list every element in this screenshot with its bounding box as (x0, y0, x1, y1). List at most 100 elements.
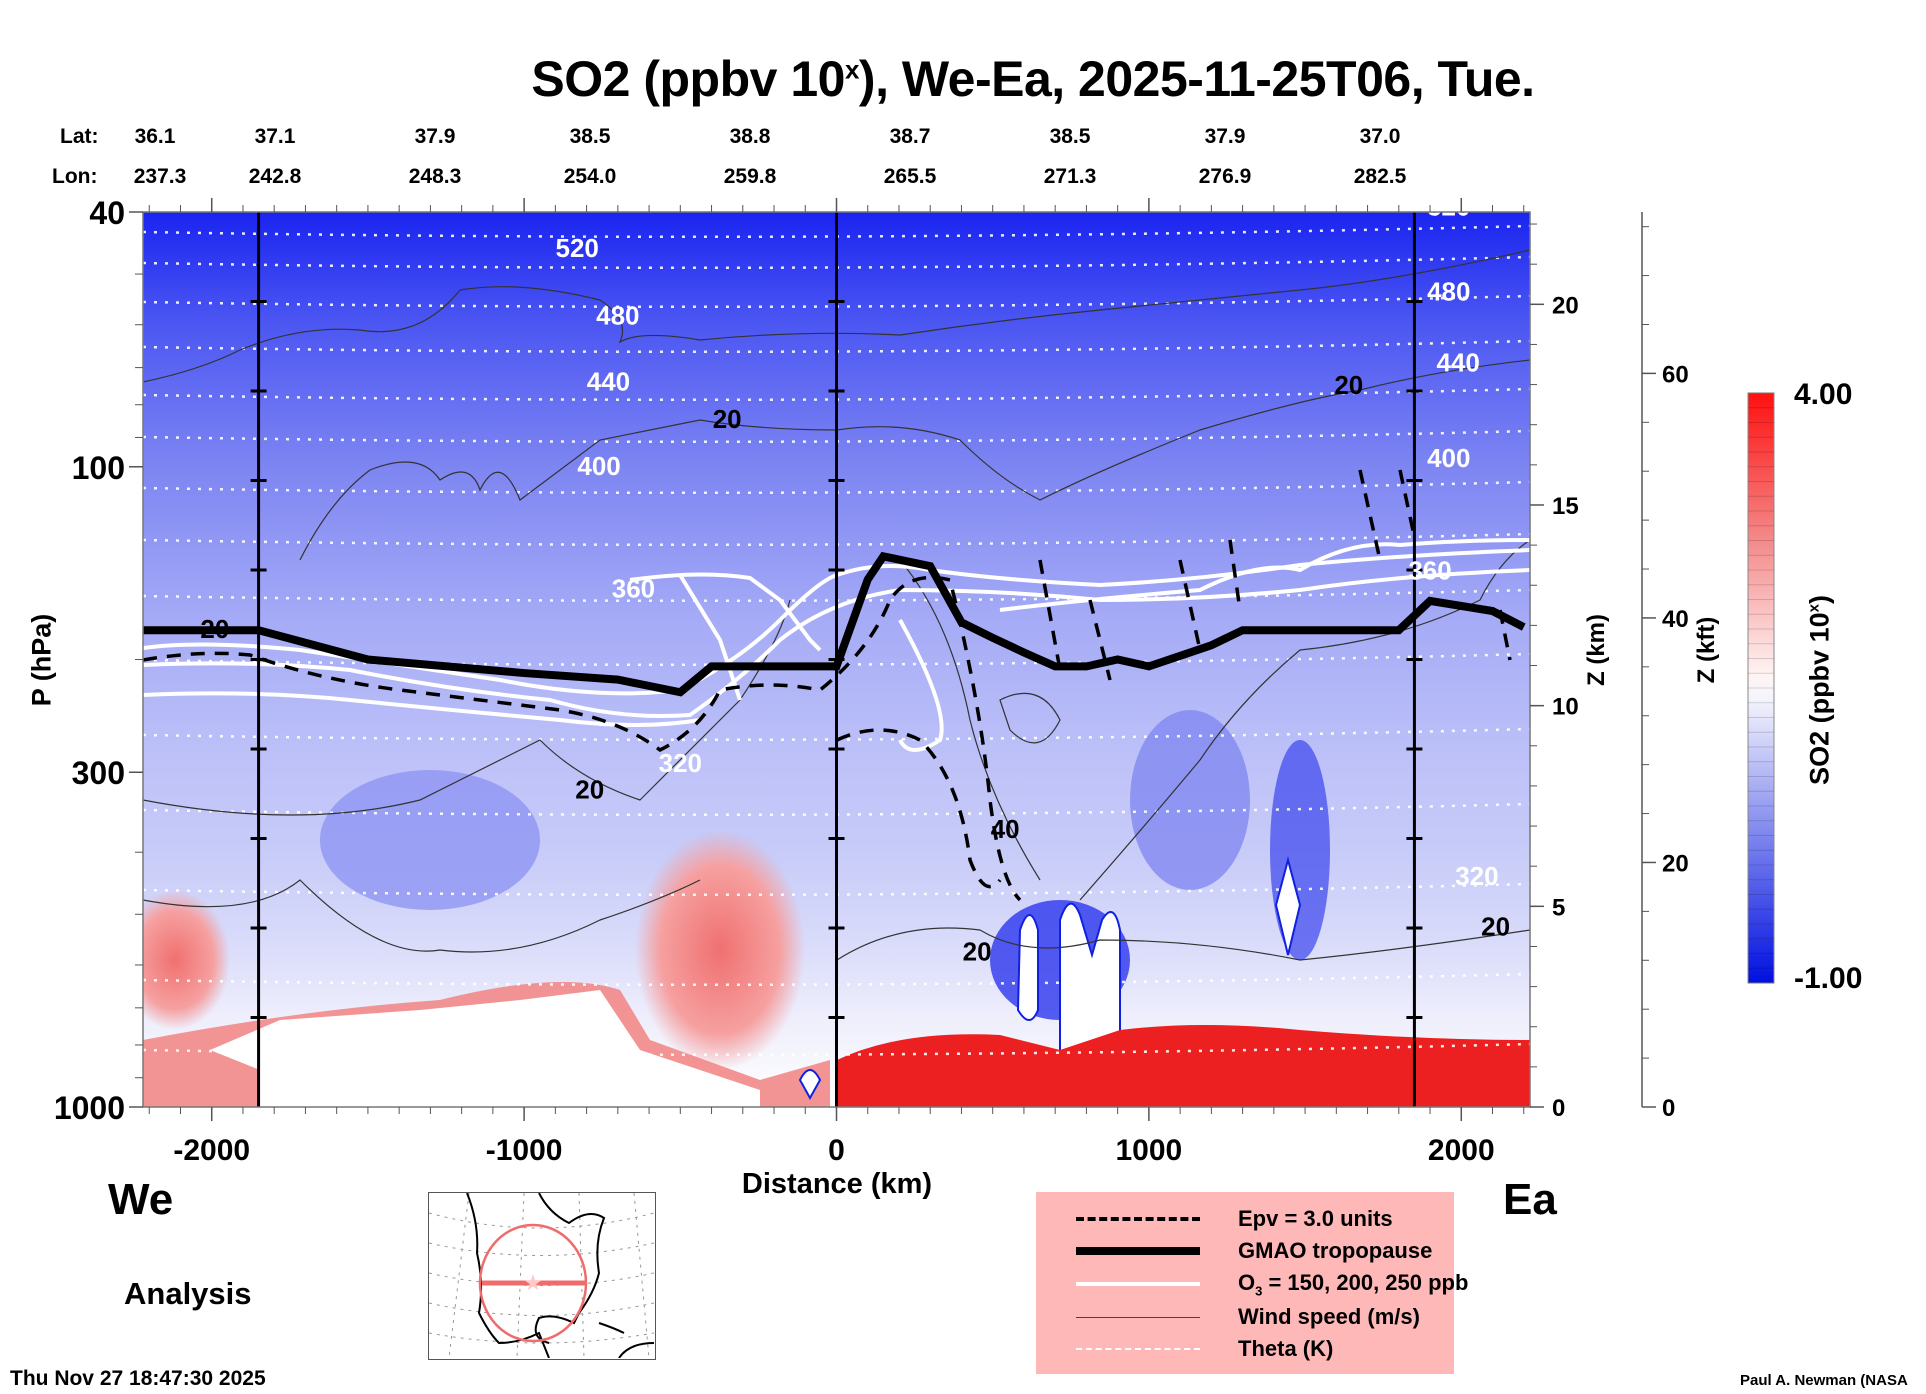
theta-label: 320 (659, 748, 702, 778)
wind-label: 20 (575, 775, 604, 805)
y2-tick-label: 15 (1552, 493, 1579, 520)
x-tick-label: -2000 (173, 1134, 250, 1167)
so2-low-region (1270, 740, 1330, 960)
ozone-contour (678, 573, 742, 701)
legend-item-ozone: O3 = 150, 200, 250 ppb (1076, 1269, 1468, 1299)
colorbar-ticks (1748, 392, 1774, 984)
theta-label: 360 (1408, 556, 1451, 586)
y3-tick-label: 40 (1662, 606, 1689, 633)
lat-value: 38.5 (569, 125, 611, 148)
so2-low-region (1130, 710, 1250, 890)
theta-label: 400 (577, 451, 620, 481)
so2-high-region (635, 830, 805, 1070)
west-label: We (108, 1175, 174, 1224)
lon-value: 271.3 (1043, 165, 1097, 188)
lat-value: 37.1 (254, 125, 296, 148)
epv-contours (143, 469, 1512, 902)
ozone-contour (143, 568, 1530, 718)
colorbar (1747, 392, 1775, 984)
wind-contour (999, 692, 1061, 744)
lon-value: 254.0 (563, 165, 617, 188)
epv-contour (1038, 469, 1512, 681)
x-tick-label: 2000 (1428, 1134, 1495, 1167)
analysis-label: Analysis (124, 1276, 252, 1311)
lon-value: 242.8 (248, 165, 302, 188)
legend-item-tropopause: GMAO tropopause (1076, 1236, 1432, 1266)
lat-value: 37.9 (414, 125, 456, 148)
ozone-contour (898, 619, 944, 752)
lon-value: 276.9 (1198, 165, 1252, 188)
legend-swatch-dashed (1076, 1217, 1200, 1221)
y-tick-label: 100 (72, 450, 125, 486)
theta-label: 520 (1427, 191, 1470, 221)
lon-value: 265.5 (883, 165, 937, 188)
legend-swatch-thick (1076, 1247, 1200, 1255)
legend: Epv = 3.0 units GMAO tropopause O3 = 150… (1036, 1192, 1468, 1374)
ozone-contour (629, 572, 822, 652)
lon-value: 248.3 (408, 165, 462, 188)
theta-label: 480 (1427, 277, 1470, 307)
so2-low-region (320, 770, 540, 910)
x-tick-label: 1000 (1116, 1134, 1183, 1167)
so2-missing-region (798, 1069, 822, 1101)
wind-label: 20 (1481, 912, 1510, 942)
lat-row-label: Lat: (60, 125, 99, 148)
wind-label: 20 (200, 614, 229, 644)
east-label: Ea (1503, 1175, 1557, 1224)
theta-label: 520 (556, 233, 599, 263)
y3-tick-label: 20 (1662, 850, 1689, 877)
map-coastlines (466, 1192, 655, 1359)
x-tick-label: -1000 (486, 1134, 563, 1167)
lat-value: 38.7 (889, 125, 931, 148)
legend-item-wind: Wind speed (m/s) (1076, 1302, 1420, 1332)
lat-value: 37.0 (1359, 125, 1401, 148)
wind-label: 20 (1334, 370, 1363, 400)
y2-tick-label: 5 (1552, 894, 1565, 921)
theta-label: 360 (612, 573, 655, 603)
y3-tick-label: 0 (1662, 1095, 1675, 1122)
terrain-mask (210, 990, 760, 1107)
lon-value: 237.3 (133, 165, 187, 188)
wind-contour (299, 359, 1530, 561)
wind-label: 20 (713, 404, 742, 434)
wind-label: 20 (963, 936, 992, 966)
colorbar-title: SO2 (ppbv 10x) (1804, 595, 1835, 785)
lon-row-label: Lon: (52, 165, 98, 188)
theta-label: 320 (1455, 861, 1498, 891)
so2-high-region (143, 890, 230, 1030)
colorbar-max-label: 4.00 (1794, 378, 1853, 411)
tropopause-line (143, 551, 1526, 697)
timestamp: Thu Nov 27 18:47:30 2025 (10, 1367, 266, 1390)
chart-title: SO2 (ppbv 10x), We-Ea, 2025-11-25T06, Tu… (531, 51, 1535, 107)
epv-contour (836, 728, 1002, 889)
axes: -2000 -1000 0 1000 2000 40 100 300 1000 0 5 10 15 20 0… (54, 195, 1689, 1167)
lat-value: 36.1 (134, 125, 176, 148)
lat-value: 37.9 (1204, 125, 1246, 148)
credit: Paul A. Newman (NASA (1740, 1372, 1908, 1389)
theta-label: 400 (1427, 443, 1470, 473)
legend-item-epv: Epv = 3.0 units (1076, 1204, 1393, 1234)
y-tick-label: 40 (89, 195, 125, 231)
legend-item-theta: Theta (K) (1076, 1334, 1333, 1364)
y3-axis-label: Z (kft) (1693, 616, 1720, 684)
ozone-contour (143, 691, 701, 727)
so2-missing-region (1016, 914, 1039, 1021)
legend-swatch-thin (1076, 1316, 1200, 1318)
colorbar-min-label: -1.00 (1794, 962, 1863, 995)
x-tick-label: 0 (828, 1134, 845, 1167)
legend-swatch-white (1076, 1282, 1200, 1286)
map-svg: ★ (428, 1192, 655, 1359)
y2-tick-label: 20 (1552, 292, 1579, 319)
y2-axis-label: Z (km) (1583, 614, 1610, 686)
wind-contour (143, 249, 1530, 383)
lon-value: 259.8 (723, 165, 777, 188)
lat-value: 38.8 (729, 125, 771, 148)
y2-tick-label: 0 (1552, 1095, 1565, 1122)
x-axis-label: Distance (km) (741, 1168, 933, 1200)
wind-label: 40 (991, 814, 1020, 844)
theta-label: 480 (596, 301, 639, 331)
wind-contour (836, 927, 1530, 961)
contour-labels: 520 480 440 400 360 320 520 480 440 400 360 320 20 20… (200, 191, 1510, 966)
location-map-inset: ★ (428, 1192, 656, 1360)
theta-label: 440 (1436, 348, 1479, 378)
